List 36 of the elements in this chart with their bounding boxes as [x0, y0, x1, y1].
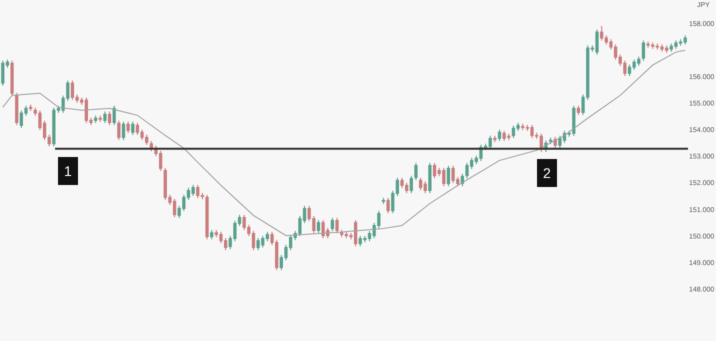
candlestick: [330, 217, 334, 232]
candlestick: [493, 135, 497, 143]
candlestick: [498, 129, 502, 142]
candlestick: [10, 60, 14, 96]
candlestick: [122, 121, 126, 140]
candlestick: [386, 197, 390, 214]
candlestick: [103, 111, 107, 124]
candlestick: [29, 104, 32, 112]
candlestick: [94, 115, 98, 124]
candlestick: [98, 115, 102, 122]
candlestick: [354, 219, 358, 247]
line-series: [2, 50, 686, 236]
annotation: 1: [64, 163, 72, 179]
candlestick: [576, 105, 580, 116]
candlestick: [131, 121, 134, 136]
candlestick: [642, 40, 646, 62]
candlestick: [316, 219, 320, 234]
candlestick: [446, 165, 450, 187]
candlestick: [126, 121, 130, 134]
candlestick: [172, 198, 176, 218]
candlestick: [210, 230, 214, 240]
candlestick: [117, 120, 120, 140]
candlestick: [548, 137, 552, 144]
candlestick: [191, 184, 195, 197]
candlestick: [108, 111, 112, 126]
candlestick: [15, 92, 18, 126]
candlestick: [512, 125, 516, 139]
annotation: 2: [543, 165, 551, 181]
candlestick: [428, 162, 432, 194]
candlestick: [335, 217, 339, 234]
candlestick: [382, 197, 386, 204]
candlestick: [205, 194, 209, 240]
candlestick: [410, 175, 413, 194]
candlestick: [414, 162, 418, 181]
candlestick: [70, 80, 74, 100]
candlestick: [112, 105, 116, 126]
